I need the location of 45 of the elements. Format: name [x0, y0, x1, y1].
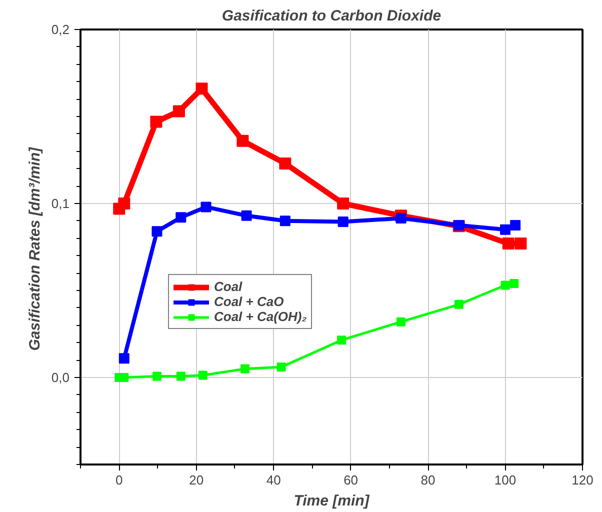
- x-tick-label: 120: [572, 472, 594, 488]
- point: [240, 364, 250, 374]
- point: [241, 210, 252, 221]
- point: [500, 280, 510, 290]
- point: [236, 134, 249, 147]
- x-tick-label: 60: [344, 472, 358, 488]
- point: [396, 317, 406, 326]
- point: [152, 226, 162, 237]
- point: [176, 212, 186, 223]
- point: [276, 362, 286, 372]
- point: [337, 198, 350, 210]
- point: [454, 300, 464, 309]
- point: [118, 353, 130, 364]
- point: [150, 116, 162, 128]
- point: [198, 370, 208, 380]
- x-tick-label: 100: [494, 472, 516, 488]
- point: [176, 372, 186, 381]
- point: [396, 213, 406, 224]
- y-axis-title: Gasification Rates [dm³/min]: [26, 146, 44, 351]
- y-tick-label: 0,2: [51, 22, 70, 37]
- legend-label: Coal: [214, 279, 242, 294]
- x-tick-label: 20: [189, 472, 204, 488]
- x-tick-label: 40: [266, 472, 281, 488]
- point: [152, 372, 162, 381]
- x-tick-label: 80: [420, 472, 436, 488]
- point: [196, 82, 208, 95]
- point: [280, 216, 290, 226]
- point: [172, 105, 185, 118]
- chart-title: Gasification to Carbon Dioxide: [222, 8, 442, 24]
- point: [338, 216, 348, 228]
- y-tick-label: 0,1: [51, 196, 70, 211]
- y-tick-label: 0,0: [51, 370, 70, 385]
- point: [502, 238, 514, 250]
- x-tick-label: 0: [116, 472, 123, 488]
- point: [500, 224, 511, 235]
- point: [510, 279, 519, 288]
- legend-label: Coal + CaO: [214, 294, 284, 309]
- point: [118, 198, 130, 210]
- legend-label: Coal + Ca(OH)₂: [214, 309, 307, 324]
- point: [200, 202, 212, 212]
- point: [510, 220, 521, 230]
- point: [337, 336, 346, 345]
- point: [514, 238, 527, 250]
- point: [279, 157, 292, 170]
- x-axis-title: Time [min]: [294, 492, 370, 510]
